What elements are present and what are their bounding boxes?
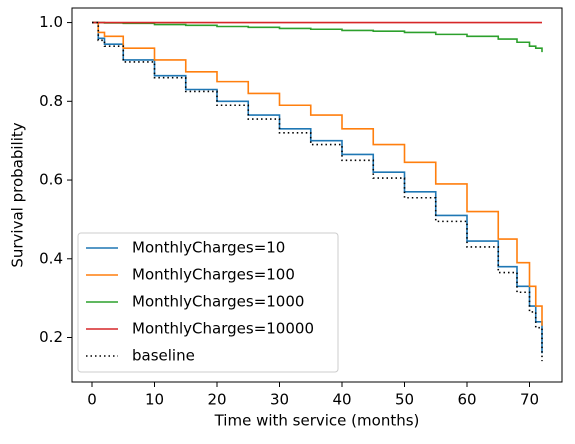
x-tick-label: 0 bbox=[87, 391, 97, 409]
y-tick-label: 0.4 bbox=[39, 249, 63, 267]
x-tick-label: 70 bbox=[520, 391, 539, 409]
y-tick-label: 0.2 bbox=[39, 328, 63, 346]
survival-curve bbox=[92, 21, 543, 354]
plot-frame bbox=[71, 7, 563, 383]
x-tick-label: 10 bbox=[145, 391, 164, 409]
legend-box bbox=[77, 232, 339, 373]
survival-curve bbox=[92, 21, 543, 362]
y-axis-label: Survival probability bbox=[9, 122, 27, 267]
y-tick-label: 0.8 bbox=[39, 92, 63, 110]
legend-label: MonthlyCharges=10000 bbox=[132, 320, 314, 338]
survival-curve bbox=[92, 21, 543, 326]
y-tick-label: 1.0 bbox=[39, 13, 63, 31]
x-tick-label: 30 bbox=[270, 391, 289, 409]
x-tick-label: 50 bbox=[395, 391, 414, 409]
legend-label: baseline bbox=[132, 347, 195, 365]
x-tick-label: 40 bbox=[332, 391, 351, 409]
x-tick-label: 20 bbox=[207, 391, 226, 409]
legend-label: MonthlyCharges=100 bbox=[132, 266, 295, 284]
survival-curve bbox=[92, 21, 543, 53]
x-tick-label: 60 bbox=[457, 391, 476, 409]
legend-label: MonthlyCharges=10 bbox=[132, 239, 285, 257]
legend-label: MonthlyCharges=1000 bbox=[132, 293, 304, 311]
x-axis-label: Time with service (months) bbox=[214, 412, 420, 430]
y-tick-label: 0.6 bbox=[39, 171, 63, 189]
